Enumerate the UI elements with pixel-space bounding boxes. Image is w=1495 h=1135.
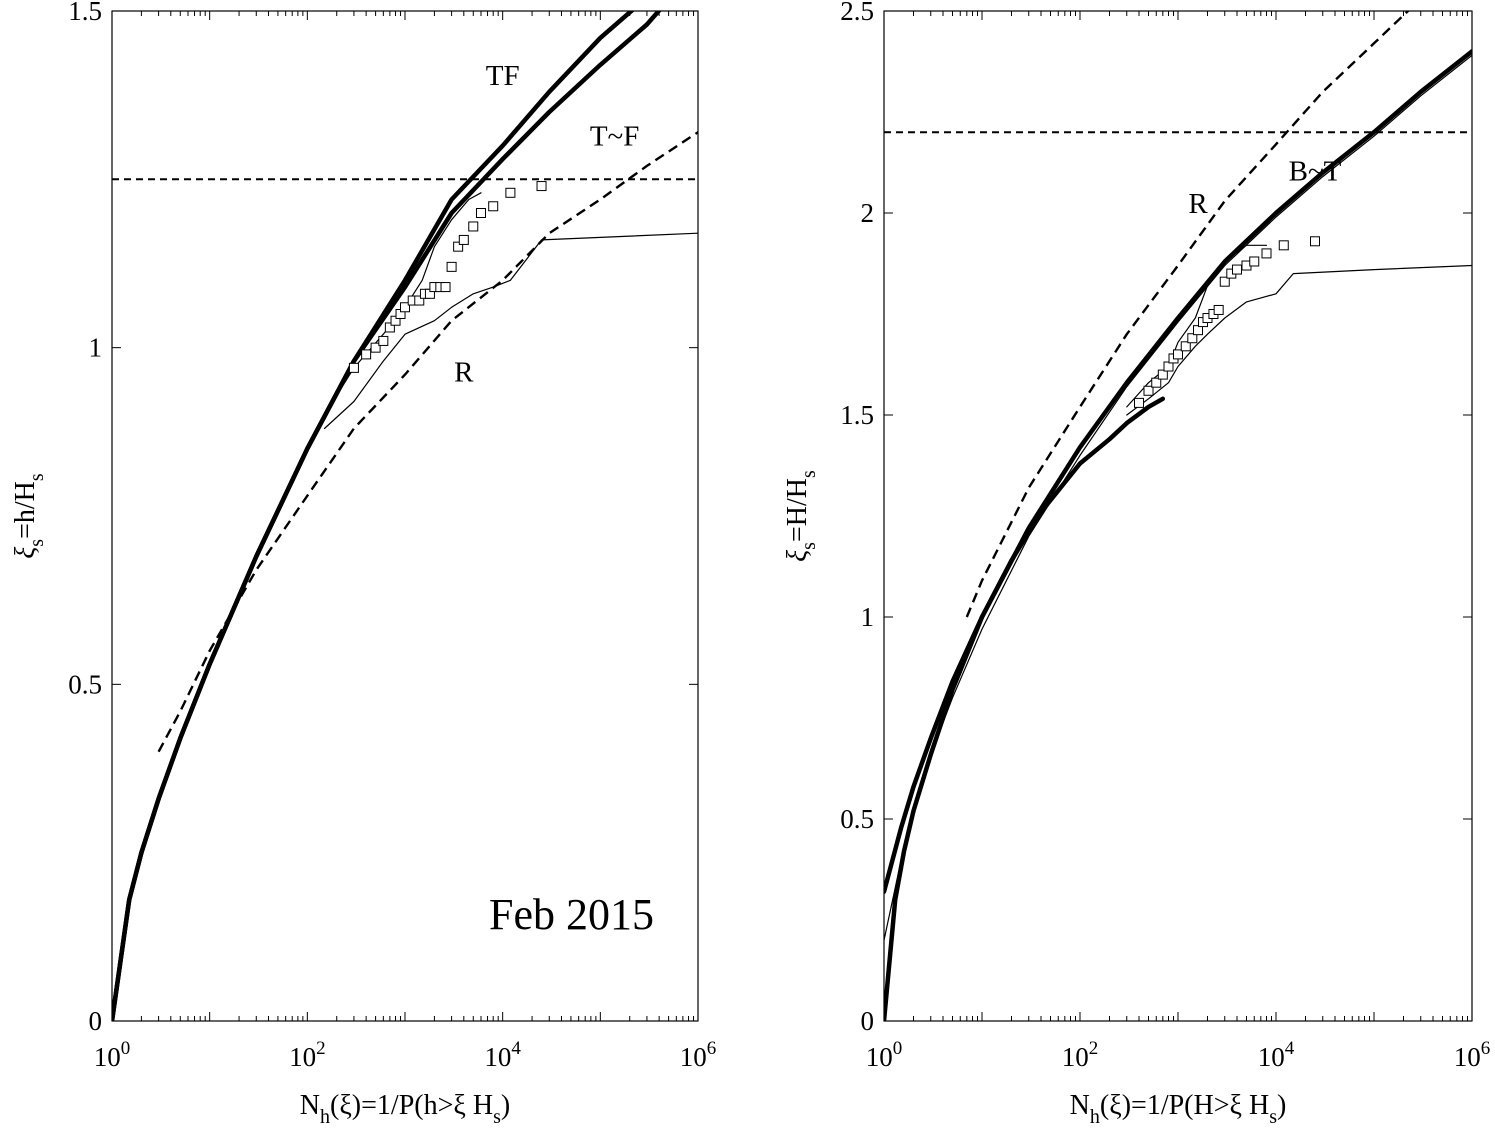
tick-base: 10 — [866, 1042, 893, 1072]
left-curve-label-tf: TF — [486, 60, 520, 92]
right-data-point — [1134, 397, 1145, 408]
right-y-axis-label: ξs=H/Hs — [782, 470, 820, 562]
left-line-r — [157, 131, 698, 753]
left-data-point — [414, 295, 425, 306]
left-data-point — [348, 362, 359, 373]
right-data-point — [1180, 341, 1191, 352]
right-y-tick-label: 0.5 — [840, 804, 874, 834]
left-x-tick-label: 104 — [484, 1038, 521, 1072]
left-y-tick-label: 0 — [89, 1006, 103, 1036]
left-data-point — [378, 335, 389, 346]
tick-base: 10 — [1454, 1042, 1481, 1072]
left-data-point — [475, 208, 486, 218]
tick-exponent: 2 — [1089, 1038, 1099, 1059]
left-data-point — [488, 201, 499, 212]
tick-base: 10 — [289, 1042, 316, 1072]
left-data-point — [536, 181, 547, 192]
left-x-tick-label: 100 — [94, 1038, 131, 1072]
tick-base: 10 — [94, 1042, 121, 1072]
right-data-point — [1261, 248, 1272, 259]
right-y-tick-label: 1.5 — [840, 400, 874, 430]
tick-base: 10 — [1258, 1042, 1285, 1072]
left-line-t-f — [112, 11, 662, 1021]
left-data-point — [453, 241, 464, 252]
tick-exponent: 6 — [707, 1038, 717, 1059]
left-y-tick-label: 1.5 — [68, 0, 102, 26]
tick-exponent: 6 — [1481, 1038, 1491, 1059]
left-y-axis-label: ξs=h/Hs — [10, 473, 48, 559]
right-x-axis-label: Nh(ξ)=1/P(H>ξ Hs) — [1070, 1090, 1287, 1128]
right-data-point — [1193, 325, 1204, 336]
right-data-point — [1278, 240, 1289, 251]
right-data-point — [1219, 276, 1230, 287]
left-line-series-5 — [323, 232, 698, 430]
right-data-point — [1157, 369, 1168, 380]
tick-exponent: 2 — [316, 1038, 326, 1059]
right-data-point — [1163, 361, 1174, 372]
right-data-point — [1143, 385, 1154, 396]
left-line-tf — [112, 11, 635, 1021]
left-data-point — [370, 342, 381, 353]
left-axes-box — [111, 10, 699, 1022]
left-data-point — [440, 282, 451, 293]
left-data-point — [384, 322, 395, 333]
tick-exponent: 0 — [121, 1038, 131, 1059]
tick-base: 10 — [484, 1042, 511, 1072]
tick-exponent: 0 — [893, 1038, 903, 1059]
left-y-tick-label: 1 — [89, 333, 103, 363]
left-annotation: Feb 2015 — [489, 890, 654, 939]
right-line-series-5 — [1126, 244, 1268, 408]
right-data-point — [1173, 349, 1183, 360]
right-y-tick-label: 2.5 — [840, 0, 874, 26]
right-line-b-t — [884, 49, 1472, 894]
right-line-r — [965, 11, 1410, 618]
left-curve-label-t-f: T~F — [590, 121, 640, 153]
left-curve-label-r: R — [454, 356, 474, 388]
right-data-point — [1232, 264, 1243, 275]
tick-exponent: 4 — [511, 1038, 521, 1059]
right-data-point — [1309, 236, 1320, 247]
right-curve-label-b-t: B~T — [1289, 156, 1342, 188]
right-x-tick-label: 106 — [1454, 1038, 1491, 1072]
right-x-tick-label: 102 — [1062, 1038, 1099, 1072]
left-data-point — [458, 234, 469, 245]
right-x-tick-label: 100 — [866, 1038, 903, 1072]
right-data-point — [1187, 333, 1198, 344]
right-y-tick-label: 2 — [861, 198, 875, 228]
right-plot-area — [884, 11, 1472, 1021]
left-data-point — [446, 261, 457, 272]
left-plot-area — [112, 11, 698, 1021]
left-x-tick-label: 102 — [289, 1038, 326, 1072]
right-y-tick-label: 0 — [861, 1006, 875, 1036]
right-data-point — [1249, 256, 1260, 267]
left-x-axis-label: Nh(ξ)=1/P(h>ξ Hs) — [300, 1090, 510, 1128]
right-line-series-1 — [884, 54, 1472, 941]
left-data-point — [400, 302, 410, 313]
right-line-series-4 — [884, 396, 1166, 1021]
tick-exponent: 4 — [1285, 1038, 1295, 1059]
right-curve-label-r: R — [1188, 188, 1208, 220]
tick-base: 10 — [1062, 1042, 1089, 1072]
left-x-tick-label: 106 — [680, 1038, 717, 1072]
right-y-tick-label: 1 — [861, 602, 875, 632]
left-data-point — [468, 221, 479, 232]
right-axes-box — [883, 10, 1473, 1022]
left-y-tick-label: 0.5 — [68, 669, 102, 699]
left-data-point — [361, 349, 372, 360]
tick-base: 10 — [680, 1042, 707, 1072]
right-line-series-6 — [1126, 264, 1472, 416]
right-x-tick-label: 104 — [1258, 1038, 1295, 1072]
left-data-point — [505, 187, 516, 198]
right-data-point — [1213, 304, 1224, 315]
right-data-point — [1151, 377, 1162, 388]
